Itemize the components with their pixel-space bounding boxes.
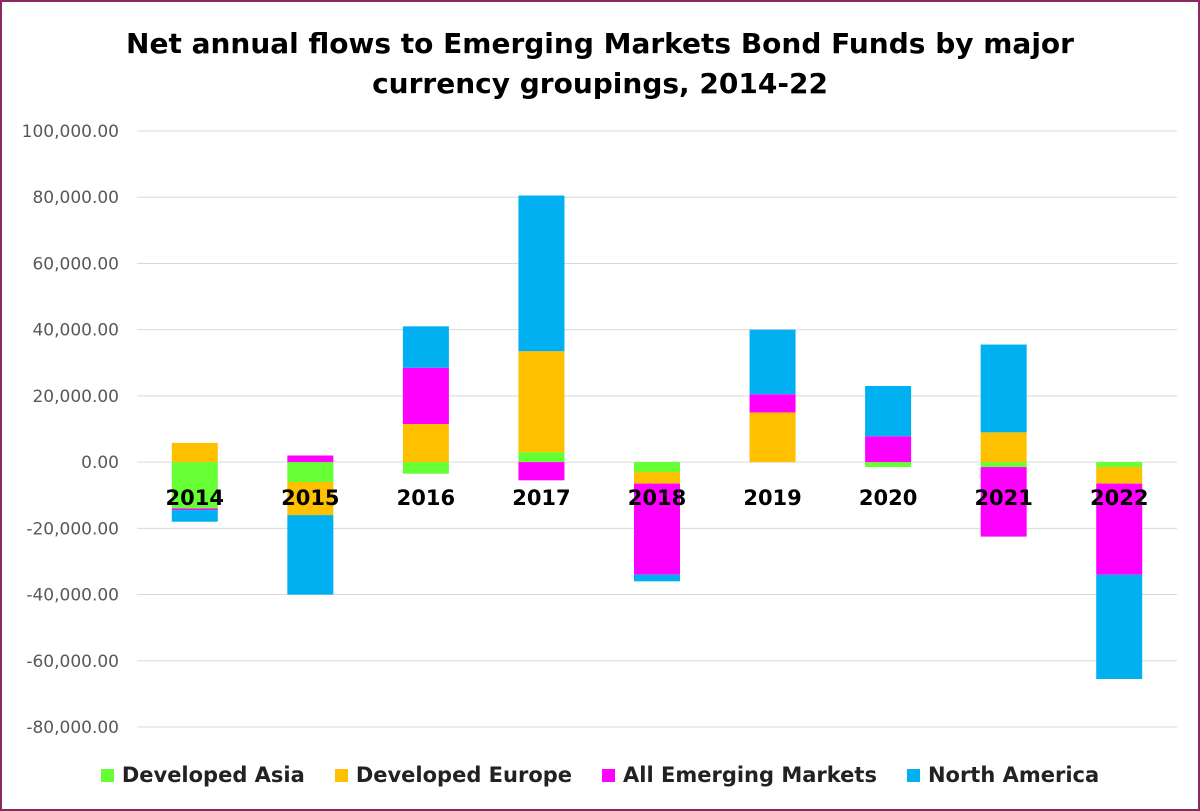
bar-2016-north-america xyxy=(402,326,449,368)
bar-2022-all-emerging-markets xyxy=(1096,483,1143,575)
bar-2017-north-america xyxy=(518,195,565,352)
bar-2019-developed-europe xyxy=(749,412,796,463)
bar-2020-north-america xyxy=(865,385,912,437)
legend-item: North America xyxy=(906,763,1100,787)
legend-swatch xyxy=(100,768,114,782)
legend-label: All Emerging Markets xyxy=(623,763,877,787)
bar-2021-developed-europe xyxy=(980,432,1027,463)
y-tick-label: 40,000.00 xyxy=(32,321,119,341)
bar-2017-developed-asia xyxy=(518,452,565,463)
legend-item: Developed Asia xyxy=(100,763,305,787)
bar-2021-all-emerging-markets xyxy=(980,467,1027,537)
bar-2018-developed-asia xyxy=(634,462,680,473)
bar-2014-all-emerging-markets xyxy=(171,508,218,511)
bar-2015-developed-asia xyxy=(287,462,334,482)
bar-2022-north-america xyxy=(1096,574,1143,679)
bar-2014-developed-europe xyxy=(171,442,218,463)
category-label: 2015 xyxy=(281,486,339,510)
bar-2014-developed-asia xyxy=(171,462,218,509)
bar-2022-developed-europe xyxy=(1096,467,1143,484)
category-label: 2014 xyxy=(166,486,224,510)
y-tick-label: 80,000.00 xyxy=(32,188,119,208)
bar-2016-developed-asia xyxy=(402,462,449,474)
chart-title: Net annual flows to Emerging Markets Bon… xyxy=(2,24,1198,104)
category-label: 2018 xyxy=(628,486,686,510)
y-tick-label: 0.00 xyxy=(81,453,119,473)
bar-2018-all-emerging-markets xyxy=(634,483,680,575)
legend-label: Developed Asia xyxy=(121,763,305,787)
bar-2021-north-america xyxy=(980,344,1027,433)
legend-label: North America xyxy=(927,763,1100,787)
y-tick-label: -60,000.00 xyxy=(26,652,119,672)
bar-2017-all-emerging-markets xyxy=(518,462,565,481)
bar-2015-developed-europe xyxy=(287,481,334,516)
bar-2014-north-america xyxy=(171,510,218,522)
bar-2021-developed-asia xyxy=(980,462,1027,468)
category-label: 2022 xyxy=(1090,486,1148,510)
category-label: 2019 xyxy=(743,486,801,510)
bar-2017-developed-europe xyxy=(518,351,565,453)
bar-2019-all-emerging-markets xyxy=(749,394,796,413)
y-tick-label: -80,000.00 xyxy=(26,718,119,738)
bar-2022-developed-asia xyxy=(1096,462,1143,468)
legend-item: Developed Europe xyxy=(334,763,573,787)
bar-2018-developed-europe xyxy=(634,472,680,484)
y-tick-label: -40,000.00 xyxy=(26,586,119,606)
bar-2016-developed-europe xyxy=(402,424,449,463)
category-label: 2017 xyxy=(512,486,570,510)
bars xyxy=(171,195,1143,679)
y-tick-label: -20,000.00 xyxy=(26,519,119,539)
chart-title-line-1: Net annual flows to Emerging Markets Bon… xyxy=(126,27,1074,60)
y-tick-label: 60,000.00 xyxy=(32,254,119,274)
category-label: 2020 xyxy=(859,486,917,510)
legend-swatch xyxy=(334,768,348,782)
legend-swatch xyxy=(906,768,920,782)
y-tick-label: 20,000.00 xyxy=(32,387,119,407)
y-tick-label: 100,000.00 xyxy=(22,122,119,142)
legend-label: Developed Europe xyxy=(355,763,573,787)
category-labels: 2014 2015 2016 2017 2018 2019 2020 2021 2022 xyxy=(166,486,1149,510)
legend: Developed Asia Developed Europe All Emergi… xyxy=(2,757,1198,793)
bar-2018-north-america xyxy=(634,574,680,582)
bar-2015-north-america xyxy=(287,515,334,595)
bar-2019-north-america xyxy=(749,329,796,395)
bar-2020-developed-asia xyxy=(865,462,912,468)
category-label: 2016 xyxy=(397,486,455,510)
bar-2020-all-emerging-markets xyxy=(865,436,912,463)
category-label: 2021 xyxy=(974,486,1032,510)
y-axis-tick-labels: 100,000.00 80,000.00 60,000.00 40,000.00 20,… xyxy=(22,122,119,738)
bar-2015-all-emerging-markets xyxy=(287,455,334,463)
bar-2016-all-emerging-markets xyxy=(402,367,449,425)
chart-title-line-2: currency groupings, 2014-22 xyxy=(372,67,828,100)
legend-item: All Emerging Markets xyxy=(602,763,877,787)
legend-swatch xyxy=(602,768,616,782)
